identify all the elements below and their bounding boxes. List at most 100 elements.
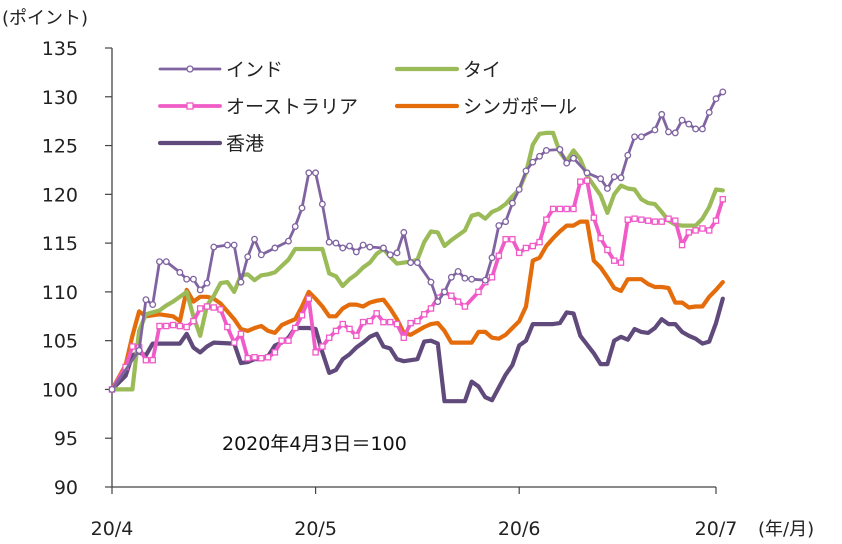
data-point	[380, 244, 387, 252]
data-point	[631, 215, 638, 222]
data-point	[692, 227, 699, 234]
data-point	[162, 258, 170, 266]
data-point	[346, 325, 353, 333]
data-point	[685, 120, 693, 128]
x-tick-label: 20/6	[498, 518, 541, 540]
data-point	[610, 257, 618, 264]
data-point	[318, 200, 326, 208]
data-point	[258, 354, 265, 362]
data-point	[597, 175, 605, 183]
data-point	[502, 235, 509, 243]
series-line	[109, 219, 725, 392]
data-point	[189, 275, 197, 283]
data-point	[542, 146, 550, 154]
legend-item: シンガポール	[394, 96, 577, 118]
y-tick-label: 110	[42, 282, 78, 304]
data-point	[386, 251, 394, 259]
data-point	[705, 227, 713, 234]
data-point	[617, 259, 625, 266]
data-point	[556, 146, 564, 153]
y-tick-label: 100	[42, 379, 78, 401]
data-point	[637, 133, 645, 141]
data-point	[603, 185, 611, 192]
series-4	[109, 296, 725, 404]
y-tick-label: 95	[54, 428, 78, 450]
data-point	[210, 243, 218, 251]
data-point	[692, 125, 700, 133]
data-point	[291, 223, 299, 230]
data-point	[414, 317, 421, 325]
data-point	[278, 337, 285, 344]
data-point	[149, 301, 157, 309]
data-point	[353, 332, 360, 340]
data-point	[264, 354, 272, 361]
data-point	[475, 288, 482, 296]
series-line	[109, 130, 725, 392]
data-point	[366, 243, 374, 251]
data-point	[427, 305, 435, 312]
data-point	[284, 237, 292, 245]
legend-label: シンガポール	[463, 96, 577, 118]
data-point	[644, 217, 652, 224]
data-point	[156, 322, 163, 330]
base-date-annotation: 2020年4月3日＝100	[222, 433, 407, 455]
data-point	[176, 322, 184, 330]
legend-label: インド	[226, 59, 283, 81]
data-point	[196, 305, 204, 312]
data-point	[678, 116, 686, 124]
y-tick-label: 90	[54, 477, 78, 499]
data-point	[610, 173, 618, 181]
data-point	[285, 337, 292, 344]
data-point	[251, 235, 258, 243]
data-point	[685, 229, 693, 236]
data-point	[325, 334, 333, 341]
data-point	[244, 354, 251, 362]
series-line	[109, 296, 725, 404]
y-axis-label: (ポイント)	[2, 8, 88, 29]
series-3	[109, 219, 725, 392]
data-point	[393, 249, 401, 257]
data-point	[698, 125, 706, 133]
y-tick-label: 120	[42, 184, 78, 206]
data-point	[536, 238, 543, 246]
data-point	[393, 320, 401, 328]
data-point	[631, 133, 639, 141]
data-point	[624, 151, 632, 159]
data-point	[508, 199, 516, 207]
legend-marker	[186, 102, 194, 110]
data-point	[271, 244, 279, 252]
data-point	[142, 356, 150, 364]
data-point	[183, 323, 190, 331]
data-point	[135, 346, 143, 354]
data-point	[163, 322, 170, 330]
data-point	[339, 320, 346, 328]
data-point	[583, 169, 591, 177]
x-tick-label: 20/4	[91, 518, 134, 540]
data-point	[176, 268, 184, 276]
data-point	[224, 323, 231, 331]
data-point	[651, 126, 659, 134]
data-point	[312, 349, 319, 356]
data-point	[468, 275, 476, 283]
axes: 90 95 100 105 110 115 120 125 130 135 20/4 20/5 20/6…	[42, 38, 738, 540]
data-point	[502, 218, 510, 226]
data-point	[529, 242, 537, 250]
data-point	[244, 253, 252, 261]
data-point	[597, 234, 604, 242]
data-point	[624, 216, 632, 223]
data-point	[183, 275, 191, 283]
series-1	[109, 130, 725, 392]
data-point	[319, 343, 326, 350]
data-point	[563, 159, 571, 167]
data-point	[529, 158, 537, 166]
data-point	[223, 241, 231, 249]
data-point	[251, 354, 258, 361]
data-point	[346, 242, 353, 250]
data-point	[434, 298, 442, 306]
series-0	[108, 88, 727, 393]
data-point	[515, 249, 523, 257]
data-point	[291, 324, 299, 332]
data-point	[332, 327, 340, 335]
